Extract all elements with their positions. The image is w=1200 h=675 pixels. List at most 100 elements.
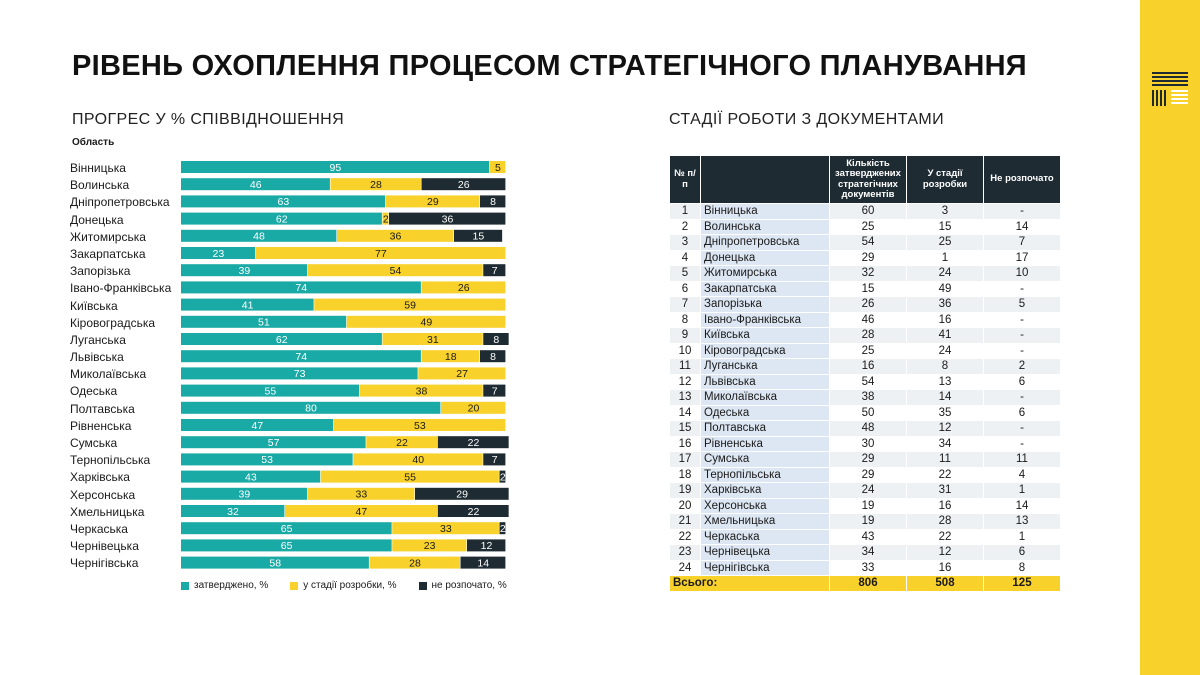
region-cell: Львівська: [700, 373, 830, 390]
data-label: 33: [356, 489, 368, 501]
table-cell: 26: [829, 296, 907, 313]
data-label: 80: [305, 403, 317, 415]
region-cell: Чернігівська: [700, 559, 830, 576]
category-label: Донецька: [70, 212, 124, 227]
data-label: 39: [239, 265, 251, 277]
category-label: Чернігівська: [70, 556, 139, 571]
category-label: Сумська: [70, 436, 118, 450]
page-title: РІВЕНЬ ОХОПЛЕННЯ ПРОЦЕСОМ СТРАТЕГІЧНОГО …: [72, 50, 1027, 82]
data-label: 73: [294, 368, 306, 380]
table-cell: -: [983, 342, 1061, 359]
table-total-row: Всього: 806 508 125: [669, 575, 1061, 592]
bar-segment: [483, 384, 506, 397]
data-label: 58: [269, 557, 281, 569]
bar-segment: [181, 281, 421, 294]
table-cell: 16: [669, 435, 701, 452]
table-cell: 16: [906, 311, 984, 328]
bar-segment: [483, 453, 506, 466]
bar-segment: [181, 556, 369, 569]
data-label: 43: [245, 471, 257, 483]
table-row: 17 Сумська 29 11 11: [669, 451, 1061, 468]
table-cell: 49: [906, 280, 984, 297]
table-row: 19 Харківська 24 31 1: [669, 482, 1061, 499]
table-cell: 24: [829, 482, 907, 499]
data-label: 59: [404, 299, 416, 311]
bar-segment: [181, 333, 382, 345]
table-cell: 24: [906, 265, 984, 282]
data-label: 26: [458, 282, 470, 294]
table-cell: 3: [669, 234, 701, 251]
category-labels: Вінницька Волинська Дніпропетровська Донець…: [70, 160, 171, 573]
category-label: Київська: [70, 298, 118, 313]
bar-segment: [181, 436, 366, 449]
data-label: 36: [442, 213, 454, 225]
region-cell: Миколаївська: [700, 389, 830, 406]
bar-segment: [307, 264, 483, 277]
table-cell: 18: [669, 466, 701, 483]
bar-segment: [483, 333, 509, 345]
legend-swatch: [181, 581, 189, 590]
data-label: 36: [390, 231, 402, 243]
table-cell: 19: [669, 482, 701, 499]
data-label: 46: [250, 179, 262, 191]
data-label: 22: [396, 437, 408, 449]
table-cell: 11: [906, 451, 984, 468]
data-label: 48: [253, 231, 265, 243]
table-cell: 9: [669, 327, 701, 344]
table-cell: 29: [829, 249, 907, 266]
table-cell: 28: [829, 327, 907, 344]
table-cell: 34: [906, 435, 984, 452]
table-cell: -: [983, 435, 1061, 452]
data-label: 22: [468, 506, 480, 518]
legend-label: у стадії розробки, %: [303, 580, 397, 591]
region-cell: Дніпропетровська: [700, 234, 830, 251]
region-cell: Черкаська: [700, 528, 830, 545]
table-cell: 11: [669, 358, 701, 375]
bar-segment: [437, 436, 509, 449]
data-label: 29: [456, 489, 468, 501]
bar-segment: [314, 298, 506, 311]
table-cell: 19: [829, 497, 907, 514]
data-label: 8: [490, 351, 496, 363]
col-header-number: № п/п: [669, 155, 701, 204]
table-row: 8 Івано-Франківська 46 16-: [669, 311, 1061, 328]
bar-segment: [421, 281, 506, 294]
category-label: Волинська: [70, 178, 130, 193]
table-cell: 6: [669, 280, 701, 297]
table-cell: 6: [983, 373, 1061, 390]
data-label: 38: [416, 385, 428, 397]
table-row: 15 Полтавська 48 12-: [669, 420, 1061, 437]
table-cell: -: [983, 389, 1061, 406]
region-cell: Полтавська: [700, 420, 830, 437]
bar-segment: [480, 195, 506, 208]
table-cell: 4: [669, 249, 701, 266]
table-cell: 5: [669, 265, 701, 282]
region-axis-label: Область: [72, 137, 115, 148]
bar-segment: [181, 350, 421, 363]
category-label: Львівська: [70, 350, 124, 365]
region-cell: Запорізька: [700, 296, 830, 313]
bar-segment: [181, 522, 392, 535]
data-label: 74: [295, 282, 307, 294]
table-cell: 1: [983, 528, 1061, 545]
table-cell: 8: [906, 358, 984, 375]
table-cell: 10: [669, 342, 701, 359]
data-label: 14: [477, 557, 489, 569]
table-row: 24 Чернігівська 33 16 8: [669, 559, 1061, 576]
bar-segment: [181, 264, 308, 277]
bar-segment: [389, 212, 506, 225]
table-cell: 22: [906, 466, 984, 483]
bar-segment: [181, 298, 314, 311]
region-cell: Херсонська: [700, 497, 830, 514]
bar-segment: [480, 350, 506, 363]
table-cell: 31: [906, 482, 984, 499]
table-row: 10 Кіровоградська 25 24-: [669, 342, 1061, 359]
table-cell: 34: [829, 544, 907, 561]
region-cell: Донецька: [700, 249, 830, 266]
table-cell: 17: [983, 249, 1061, 266]
legend-label: затверджено, %: [194, 580, 269, 591]
table-row: 2 Волинська 25 15 14: [669, 218, 1061, 235]
table-cell: 1: [983, 482, 1061, 499]
category-label: Івано-Франківська: [70, 281, 172, 296]
data-label: 20: [468, 403, 480, 415]
